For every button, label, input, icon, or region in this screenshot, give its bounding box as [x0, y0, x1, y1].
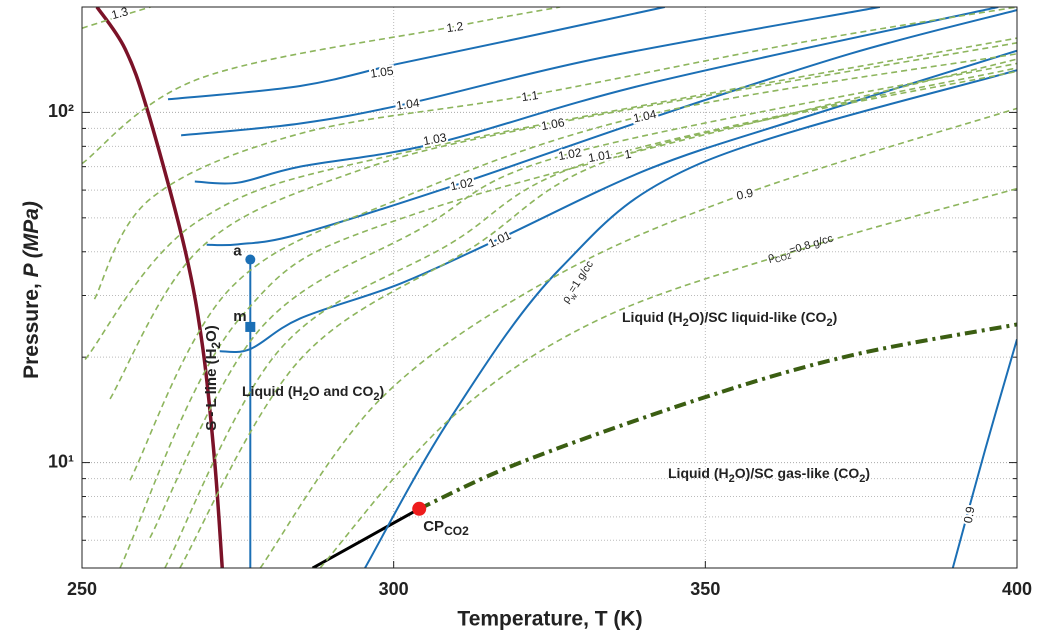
- text-part: Liquid (H: [242, 383, 303, 399]
- curve-label: 1.1: [521, 88, 540, 104]
- x-axis-label: Temperature, T (K): [457, 608, 642, 631]
- y-axis-label: Pressure, P (MPa): [20, 201, 43, 379]
- text-part: ): [379, 383, 384, 399]
- curve: [84, 37, 1017, 360]
- marker-label: m: [233, 308, 246, 325]
- text-part: a: [233, 243, 242, 260]
- text-part: ​: [566, 289, 576, 296]
- curve-label: 1.03: [422, 130, 448, 148]
- subscript: 2: [303, 391, 309, 403]
- x-tick-label: 400: [1002, 579, 1032, 599]
- curve: [82, 7, 561, 165]
- subscript: 2: [826, 317, 832, 329]
- curves: [82, 7, 1017, 568]
- text-part: Liquid (H: [622, 309, 683, 325]
- subscript: 2: [209, 342, 223, 349]
- x-tick-label: 250: [67, 579, 97, 599]
- text-part: O)/SC liquid-like (CO: [689, 309, 827, 325]
- curve: [181, 7, 881, 137]
- subscript: CO2: [444, 524, 469, 538]
- x-tick-label: 300: [379, 579, 409, 599]
- subscript: 2: [373, 391, 379, 403]
- x-tick-label: 350: [690, 579, 720, 599]
- curve: [129, 53, 1017, 481]
- curve: [951, 338, 1017, 568]
- curve-label: 1.04: [395, 96, 420, 113]
- curve: [311, 507, 420, 568]
- curve-label: 1.01: [587, 147, 613, 165]
- curve-label: 1.05: [369, 64, 394, 81]
- plot-frame: [81, 6, 1018, 569]
- curve: [93, 7, 1017, 300]
- curve: [206, 9, 1017, 247]
- annotation: S - L line (H2​O): [203, 325, 223, 431]
- curve: [194, 7, 999, 185]
- marker: [412, 501, 427, 516]
- curve: [167, 7, 666, 101]
- subscript: 2: [729, 473, 735, 485]
- text-part: ): [833, 309, 838, 325]
- y-tick-label: 10¹: [48, 451, 74, 471]
- annotation: Liquid (H2​O)/SC liquid-like (CO2​): [622, 309, 837, 329]
- curve: [95, 7, 224, 568]
- curve-label: 1.06: [540, 115, 566, 133]
- text-part: m: [233, 308, 246, 325]
- curve-label: 1.02: [557, 145, 583, 163]
- curve: [219, 49, 1017, 354]
- curve-label: 1.2: [446, 19, 465, 35]
- subscript: w: [568, 292, 579, 303]
- curve: [149, 62, 1017, 539]
- curve: [164, 67, 1017, 568]
- text-part: Pressure,: [20, 277, 43, 379]
- subscript: 2: [683, 317, 689, 329]
- text-part: S - L line (H: [203, 349, 220, 431]
- text-part: O): [203, 325, 220, 342]
- text-part: O and CO: [309, 383, 374, 399]
- italic-part: P (MPa): [20, 201, 43, 277]
- curve-label: 0.9: [961, 505, 978, 524]
- subscript: 2: [859, 473, 865, 485]
- marker-label: a: [233, 243, 242, 260]
- marker: [245, 321, 256, 332]
- text-part: CP: [423, 518, 444, 535]
- curve: [364, 69, 1017, 568]
- annotation: Liquid (H2​O and CO2​): [242, 383, 384, 403]
- annotation: Liquid (H2​O)/SC gas-like (CO2​): [668, 465, 870, 485]
- curve: [418, 322, 1017, 511]
- y-tick-label: 10²: [48, 101, 74, 121]
- text-part: ρ: [560, 293, 573, 305]
- curve: [179, 70, 1017, 568]
- text-part: ρ: [766, 250, 776, 263]
- curve: [259, 107, 1017, 568]
- marker: [245, 254, 256, 265]
- curve-label: 0.9: [735, 186, 755, 203]
- curve: [82, 7, 151, 29]
- curve: [109, 42, 1017, 400]
- marker-label: CPCO2​: [423, 518, 469, 538]
- curve-label: 1.3: [110, 4, 130, 22]
- text-part: ): [865, 465, 870, 481]
- text-part: O)/SC gas-like (CO: [735, 465, 860, 481]
- text-part: Liquid (H: [668, 465, 729, 481]
